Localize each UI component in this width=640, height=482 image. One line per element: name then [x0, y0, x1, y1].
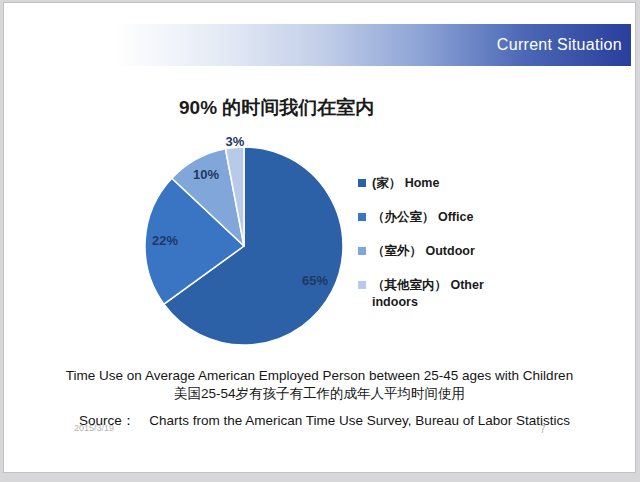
slide-header-bar: Current Situation: [114, 24, 631, 66]
caption-chinese: 美国25-54岁有孩子有工作的成年人平均时间使用: [4, 385, 635, 403]
legend-swatch-home-icon: [358, 179, 366, 187]
legend-swatch-outdoor-icon: [358, 247, 366, 255]
legend-swatch-other-indoors-icon: [358, 281, 366, 289]
legend-item-outdoor: （室外） Outdoor: [358, 243, 508, 260]
source-line: Source：Charts from the American Time Use…: [79, 412, 570, 430]
legend-swatch-office-icon: [358, 213, 366, 221]
legend-label-other-indoors: （其他室内） Other indoors: [372, 277, 508, 311]
legend-item-office: （办公室） Office: [358, 209, 508, 226]
legend-label-outdoor: （室外） Outdoor: [372, 243, 475, 260]
slide-canvas: Current Situation 90% 的时间我们在室内 65% 22% 1…: [0, 0, 640, 482]
legend-item-other-indoors: （其他室内） Other indoors: [358, 277, 508, 311]
pie-value-label-office: 22%: [152, 233, 178, 248]
pie-value-label-home: 65%: [302, 273, 328, 288]
slide-page: Current Situation 90% 的时间我们在室内 65% 22% 1…: [3, 2, 636, 473]
page-number: 7: [540, 424, 546, 435]
pie-value-label-other-indoors: 3%: [226, 134, 245, 149]
source-text: Charts from the American Time Use Survey…: [149, 413, 570, 428]
chart-legend: (家） Home （办公室） Office （室外） Outdoor （其他室内…: [358, 175, 508, 328]
legend-label-home: (家） Home: [372, 175, 439, 192]
chart-caption: Time Use on Average American Employed Pe…: [4, 367, 635, 403]
slide-date: 2015/3/19: [74, 423, 114, 433]
legend-label-office: （办公室） Office: [372, 209, 473, 226]
chart-title: 90% 的时间我们在室内: [179, 95, 374, 121]
header-title: Current Situation: [497, 36, 622, 54]
pie-value-label-outdoor: 10%: [193, 167, 219, 182]
legend-item-home: (家） Home: [358, 175, 508, 192]
caption-english: Time Use on Average American Employed Pe…: [4, 367, 635, 385]
